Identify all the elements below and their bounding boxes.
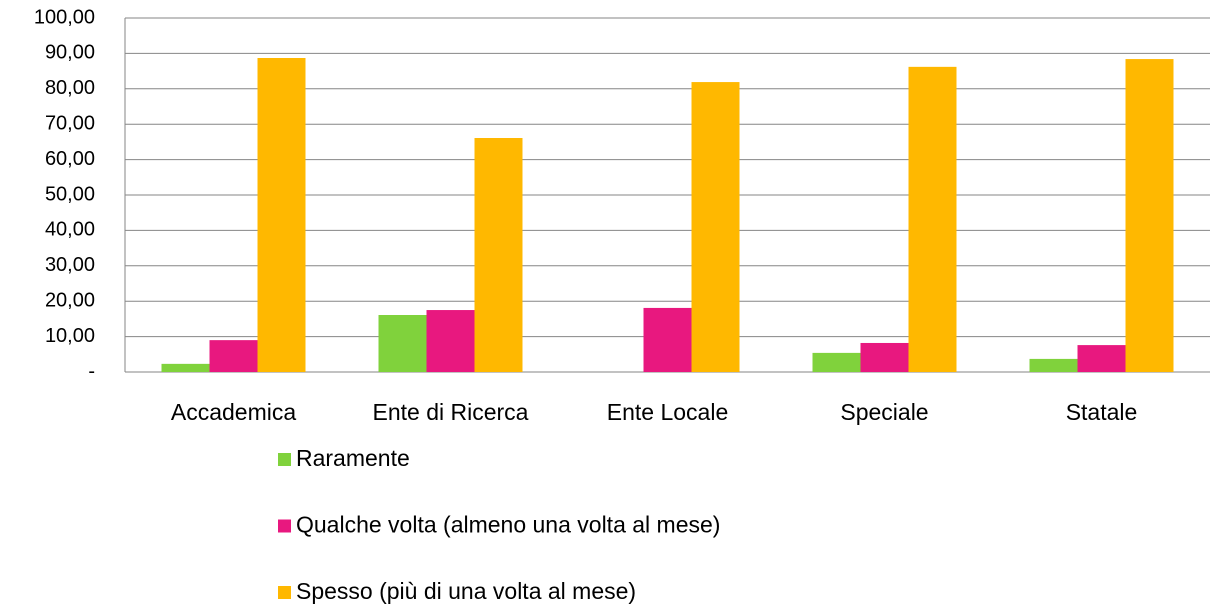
legend-swatch bbox=[278, 453, 291, 466]
x-tick-label: Speciale bbox=[840, 399, 928, 425]
x-tick-label: Statale bbox=[1066, 399, 1138, 425]
y-tick-label: 80,00 bbox=[45, 77, 95, 99]
legend-label: Spesso (più di una volta al mese) bbox=[296, 578, 636, 604]
bar bbox=[1125, 59, 1174, 373]
legend-label: Qualche volta (almeno una volta al mese) bbox=[296, 512, 720, 538]
bar bbox=[474, 138, 523, 372]
bar bbox=[860, 342, 909, 372]
bar bbox=[161, 363, 210, 372]
y-tick-label: 60,00 bbox=[45, 148, 95, 170]
bar bbox=[812, 352, 861, 372]
y-tick-label: 30,00 bbox=[45, 254, 95, 276]
bar bbox=[908, 66, 957, 373]
bar bbox=[426, 310, 475, 372]
legend-swatch bbox=[278, 519, 291, 533]
y-tick-label: 100,00 bbox=[34, 6, 95, 28]
y-tick-label: 40,00 bbox=[45, 219, 95, 241]
bar bbox=[1029, 358, 1078, 372]
bar bbox=[1077, 345, 1126, 372]
legend-swatch bbox=[278, 586, 291, 599]
y-tick-label: 20,00 bbox=[45, 289, 95, 311]
legend-label: Raramente bbox=[296, 445, 410, 471]
y-tick-label: 70,00 bbox=[45, 112, 95, 134]
bar bbox=[643, 307, 692, 372]
bar bbox=[691, 82, 740, 372]
y-tick-label: 50,00 bbox=[45, 183, 95, 205]
bar bbox=[378, 315, 427, 372]
x-tick-label: Accademica bbox=[171, 399, 296, 425]
x-tick-label: Ente Locale bbox=[607, 399, 728, 425]
x-tick-label: Ente di Ricerca bbox=[373, 399, 529, 425]
y-tick-label: 10,00 bbox=[45, 325, 95, 347]
y-tick-label: 90,00 bbox=[45, 42, 95, 64]
y-tick-label: - bbox=[88, 360, 95, 382]
bar bbox=[209, 340, 258, 372]
bar bbox=[257, 58, 306, 372]
